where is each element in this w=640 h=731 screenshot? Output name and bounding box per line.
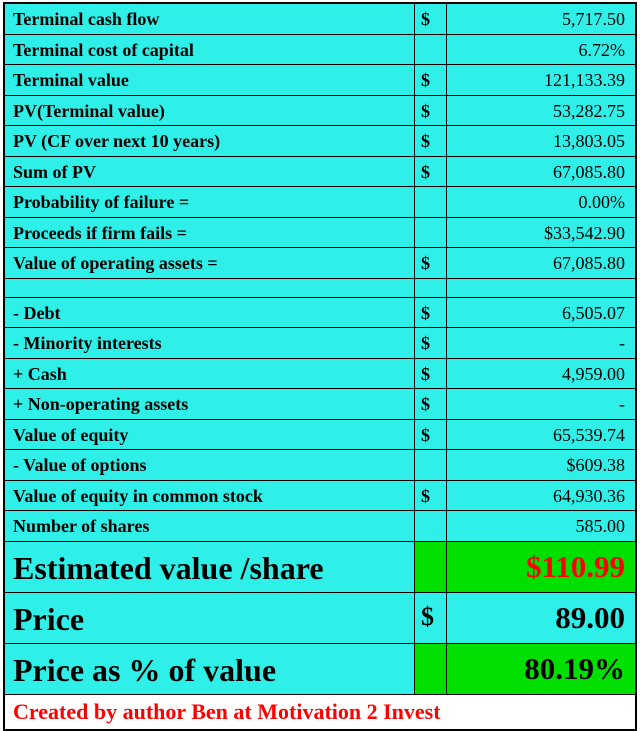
- credit-row: Created by author Ben at Motivation 2 In…: [5, 695, 635, 729]
- row-value: 53,282.75: [447, 96, 635, 126]
- table-row: Number of shares 585.00: [5, 511, 635, 542]
- table-row: + Non-operating assets $ -: [5, 389, 635, 420]
- row-label: Probability of failure =: [5, 187, 415, 217]
- row-value: $110.99: [447, 542, 635, 592]
- row-currency: $: [415, 420, 447, 450]
- row-currency: [415, 218, 447, 248]
- table-row: + Cash $ 4,959.00: [5, 359, 635, 390]
- spacer-row: [5, 279, 635, 298]
- row-label: Number of shares: [5, 511, 415, 541]
- row-value: 65,539.74: [447, 420, 635, 450]
- row-label: Price as % of value: [5, 644, 415, 694]
- table-row: Terminal value $ 121,133.39: [5, 65, 635, 96]
- price-pct-row: Price as % of value 80.19%: [5, 644, 635, 695]
- table-row: - Minority interests $ -: [5, 328, 635, 359]
- row-value: 67,085.80: [447, 248, 635, 278]
- row-value: 89.00: [447, 593, 635, 643]
- row-value: 6,505.07: [447, 298, 635, 328]
- row-label: Value of operating assets =: [5, 248, 415, 278]
- row-currency: $: [415, 126, 447, 156]
- row-value: 0.00%: [447, 187, 635, 217]
- row-currency: $: [415, 96, 447, 126]
- row-label: PV(Terminal value): [5, 96, 415, 126]
- estimated-value-row: Estimated value /share $110.99: [5, 542, 635, 593]
- table-row: Probability of failure = 0.00%: [5, 187, 635, 218]
- row-label: Price: [5, 593, 415, 643]
- row-value: 13,803.05: [447, 126, 635, 156]
- row-currency: $: [415, 389, 447, 419]
- row-label: [5, 279, 415, 297]
- row-label: - Debt: [5, 298, 415, 328]
- valuation-table: Terminal cash flow $ 5,717.50 Terminal c…: [3, 2, 637, 731]
- table-row: Value of equity $ 65,539.74: [5, 420, 635, 451]
- row-currency: $: [415, 359, 447, 389]
- row-currency: [415, 187, 447, 217]
- table-row: Terminal cash flow $ 5,717.50: [5, 4, 635, 35]
- row-label: Estimated value /share: [5, 542, 415, 592]
- row-currency: $: [415, 481, 447, 511]
- row-value: 6.72%: [447, 35, 635, 65]
- row-label: Value of equity: [5, 420, 415, 450]
- row-label: Terminal value: [5, 65, 415, 95]
- row-label: PV (CF over next 10 years): [5, 126, 415, 156]
- row-label: - Value of options: [5, 450, 415, 480]
- row-currency: $: [415, 593, 447, 643]
- row-value: 4,959.00: [447, 359, 635, 389]
- row-label: - Minority interests: [5, 328, 415, 358]
- row-value: 67,085.80: [447, 157, 635, 187]
- row-label: Terminal cash flow: [5, 4, 415, 34]
- table-row: - Debt $ 6,505.07: [5, 298, 635, 329]
- row-currency: [415, 511, 447, 541]
- row-value: 80.19%: [447, 644, 635, 694]
- row-label: + Cash: [5, 359, 415, 389]
- row-value: $609.38: [447, 450, 635, 480]
- row-label: Proceeds if firm fails =: [5, 218, 415, 248]
- table-row: Proceeds if firm fails = $33,542.90: [5, 218, 635, 249]
- row-label: Terminal cost of capital: [5, 35, 415, 65]
- row-currency: [415, 279, 447, 297]
- row-value: -: [447, 389, 635, 419]
- table-row: PV (CF over next 10 years) $ 13,803.05: [5, 126, 635, 157]
- row-currency: $: [415, 65, 447, 95]
- credit-text: Created by author Ben at Motivation 2 In…: [5, 695, 449, 729]
- row-label: + Non-operating assets: [5, 389, 415, 419]
- row-value: 64,930.36: [447, 481, 635, 511]
- row-currency: [415, 35, 447, 65]
- row-label: Value of equity in common stock: [5, 481, 415, 511]
- row-currency: [415, 644, 447, 694]
- row-currency: $: [415, 298, 447, 328]
- row-value: $33,542.90: [447, 218, 635, 248]
- row-value: 585.00: [447, 511, 635, 541]
- row-value: -: [447, 328, 635, 358]
- row-currency: $: [415, 4, 447, 34]
- row-label: Sum of PV: [5, 157, 415, 187]
- table-row: Terminal cost of capital 6.72%: [5, 35, 635, 66]
- row-value: 5,717.50: [447, 4, 635, 34]
- row-currency: [415, 542, 447, 592]
- table-row: Sum of PV $ 67,085.80: [5, 157, 635, 188]
- row-currency: [415, 450, 447, 480]
- price-row: Price $ 89.00: [5, 593, 635, 644]
- row-value: 121,133.39: [447, 65, 635, 95]
- row-currency: $: [415, 248, 447, 278]
- row-currency: $: [415, 328, 447, 358]
- row-value: [447, 279, 635, 297]
- row-currency: $: [415, 157, 447, 187]
- table-row: Value of equity in common stock $ 64,930…: [5, 481, 635, 512]
- table-row: - Value of options $609.38: [5, 450, 635, 481]
- table-row: Value of operating assets = $ 67,085.80: [5, 248, 635, 279]
- table-row: PV(Terminal value) $ 53,282.75: [5, 96, 635, 127]
